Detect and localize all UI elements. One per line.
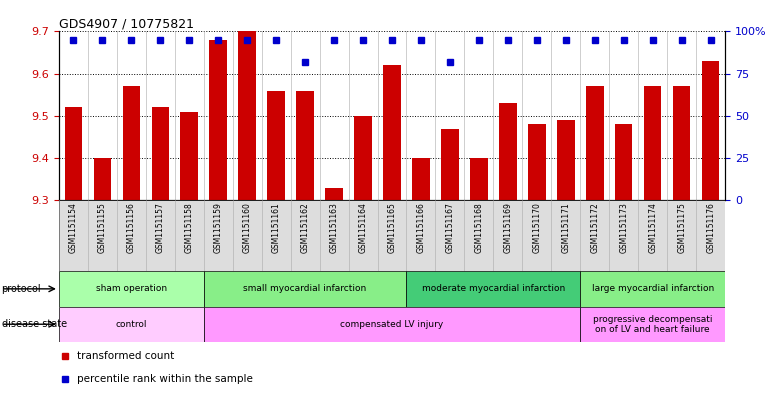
Text: GSM1151155: GSM1151155 <box>98 202 107 253</box>
Text: GSM1151161: GSM1151161 <box>271 202 281 253</box>
Text: GSM1151160: GSM1151160 <box>242 202 252 253</box>
Bar <box>615 124 633 200</box>
Bar <box>470 158 488 200</box>
Bar <box>557 120 575 200</box>
Text: disease state: disease state <box>2 319 67 329</box>
Text: percentile rank within the sample: percentile rank within the sample <box>77 374 253 384</box>
Bar <box>702 61 720 200</box>
Bar <box>580 271 725 307</box>
Bar <box>59 307 204 342</box>
Text: small myocardial infarction: small myocardial infarction <box>244 285 367 293</box>
Bar <box>93 158 111 200</box>
Text: GSM1151167: GSM1151167 <box>445 202 455 253</box>
Text: compensated LV injury: compensated LV injury <box>340 320 444 329</box>
Bar <box>412 158 430 200</box>
Bar <box>586 86 604 200</box>
Bar <box>325 188 343 200</box>
Text: GSM1151175: GSM1151175 <box>677 202 686 253</box>
Text: GDS4907 / 10775821: GDS4907 / 10775821 <box>59 17 194 30</box>
Text: GSM1151163: GSM1151163 <box>329 202 339 253</box>
Bar <box>580 307 725 342</box>
Text: progressive decompensati
on of LV and heart failure: progressive decompensati on of LV and he… <box>593 314 713 334</box>
Bar <box>296 90 314 200</box>
Bar <box>441 129 459 200</box>
Text: GSM1151165: GSM1151165 <box>387 202 397 253</box>
Bar <box>528 124 546 200</box>
Text: large myocardial infarction: large myocardial infarction <box>592 285 714 293</box>
Bar <box>354 116 372 200</box>
Text: GSM1151171: GSM1151171 <box>561 202 570 253</box>
Bar <box>499 103 517 200</box>
Bar <box>267 90 285 200</box>
Text: transformed count: transformed count <box>77 351 174 361</box>
Bar <box>122 86 140 200</box>
Text: moderate myocardial infarction: moderate myocardial infarction <box>422 285 565 293</box>
Bar <box>180 112 198 200</box>
Text: GSM1151159: GSM1151159 <box>214 202 223 253</box>
Text: GSM1151157: GSM1151157 <box>156 202 165 253</box>
Bar <box>151 107 169 200</box>
Bar <box>209 40 227 200</box>
Text: GSM1151168: GSM1151168 <box>474 202 484 253</box>
Bar <box>64 107 82 200</box>
Bar <box>383 65 401 200</box>
Bar <box>238 31 256 200</box>
Text: sham operation: sham operation <box>96 285 167 293</box>
Text: control: control <box>115 320 147 329</box>
Text: GSM1151173: GSM1151173 <box>619 202 628 253</box>
Text: GSM1151170: GSM1151170 <box>532 202 542 253</box>
Text: GSM1151154: GSM1151154 <box>69 202 78 253</box>
Text: protocol: protocol <box>2 284 42 294</box>
Text: GSM1151164: GSM1151164 <box>358 202 368 253</box>
Text: GSM1151176: GSM1151176 <box>706 202 715 253</box>
Text: GSM1151174: GSM1151174 <box>648 202 657 253</box>
Text: GSM1151156: GSM1151156 <box>127 202 136 253</box>
Text: GSM1151172: GSM1151172 <box>590 202 599 253</box>
Bar <box>204 307 580 342</box>
Bar <box>59 271 204 307</box>
Bar <box>406 271 580 307</box>
Text: GSM1151166: GSM1151166 <box>416 202 426 253</box>
Text: GSM1151158: GSM1151158 <box>185 202 194 253</box>
Text: GSM1151162: GSM1151162 <box>300 202 310 253</box>
Bar <box>644 86 662 200</box>
Text: GSM1151169: GSM1151169 <box>503 202 513 253</box>
Bar <box>673 86 691 200</box>
Bar <box>204 271 406 307</box>
